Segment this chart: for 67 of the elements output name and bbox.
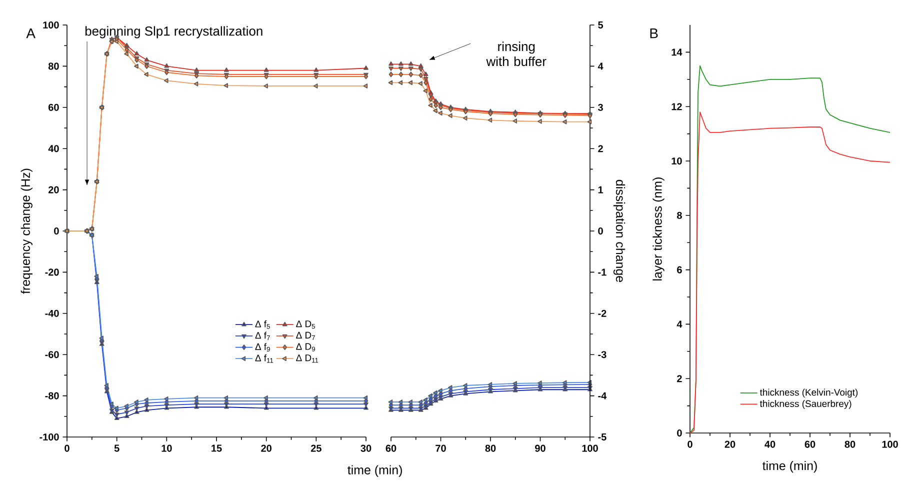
annotation: beginning Slp1 recrystallization <box>85 26 262 38</box>
y2-tick-label: 0 <box>598 227 603 235</box>
y2-tick-label: 1 <box>598 186 604 194</box>
x-tick-label: 100 <box>582 444 598 452</box>
y-tick-label: 6 <box>677 266 682 274</box>
y2-tick-label: 5 <box>598 22 604 28</box>
x-tick-label: 40 <box>764 440 776 448</box>
x-tick-label: 80 <box>485 444 496 452</box>
x-tick-label: 15 <box>212 444 222 452</box>
x-tick-label: 100 <box>882 440 898 448</box>
legend-label: Δ D$_{7}$ <box>296 332 315 340</box>
x-tick-label: 70 <box>436 444 446 452</box>
x-tick-label: 80 <box>844 440 856 448</box>
x-axis-title: time (min) <box>348 465 402 477</box>
y-tick-label: -20 <box>45 268 59 276</box>
y2-tick-label: 2 <box>598 145 603 152</box>
y2-tick-label: 3 <box>598 104 603 111</box>
x-tick-label: 90 <box>535 444 546 452</box>
x-tick-label: 5 <box>114 444 120 452</box>
y-tick-label: 12 <box>672 103 682 110</box>
x-tick-label: 0 <box>64 444 70 452</box>
legend-label: Δ f$_{7}$ <box>255 332 270 340</box>
x-tick-label: 0 <box>688 440 692 448</box>
x-tick-label: 60 <box>386 444 396 452</box>
y-tick-label: 60 <box>48 104 59 111</box>
y-tick-label: 20 <box>48 186 59 194</box>
legend-label: Δ f$_{11}$ <box>255 354 274 363</box>
x-tick-label: 25 <box>310 444 322 452</box>
x-tick-label: 10 <box>162 444 172 452</box>
y-tick-label: -60 <box>45 351 59 358</box>
y-axis-title: frequency change (Hz) <box>20 168 32 294</box>
legend-label: Δ D$_{5}$ <box>296 320 315 329</box>
chart-title: A <box>26 28 36 38</box>
y-tick-label: 100 <box>43 21 59 29</box>
y-tick-label: 0 <box>677 429 682 437</box>
chart-title: B <box>650 28 658 38</box>
x-tick-label: 20 <box>261 444 272 452</box>
y2-axis-title: dissipation change <box>613 180 626 282</box>
y-tick-label: -40 <box>45 310 59 317</box>
y-tick-label: 2 <box>677 375 682 382</box>
legend-label: Δ f$_{9}$ <box>255 343 270 352</box>
y2-tick-label: -1 <box>598 268 606 276</box>
legend-label: Δ D$_{9}$ <box>296 343 315 352</box>
legend-label: Δ D$_{11}$ <box>296 354 318 363</box>
annotation: rinsing with buffer <box>486 42 546 66</box>
y-tick-label: -80 <box>45 392 59 400</box>
y2-tick-label: 4 <box>598 62 604 70</box>
y-tick-label: 4 <box>676 320 682 328</box>
y-tick-label: -100 <box>40 433 59 441</box>
legend-label: thickness (Sauerbrey) <box>760 400 852 409</box>
x-tick-label: 30 <box>360 444 372 452</box>
y-axis-title: layer tickness (nm) <box>652 178 664 280</box>
y-tick-label: 14 <box>672 48 682 56</box>
y-tick-label: 10 <box>672 157 682 165</box>
y2-tick-label: -4 <box>598 392 607 400</box>
x-tick-label: 60 <box>804 440 816 448</box>
legend-label: Δ f$_{5}$ <box>255 320 270 329</box>
y-tick-label: 40 <box>48 145 59 152</box>
y2-tick-label: -5 <box>598 434 606 440</box>
y2-tick-label: -2 <box>598 310 606 317</box>
y-tick-label: 0 <box>54 227 59 235</box>
legend-label: thickness (Kelvin-Voigt) <box>760 388 858 398</box>
y2-tick-label: -3 <box>598 351 606 358</box>
y-tick-label: 8 <box>677 212 682 219</box>
y-tick-label: 80 <box>48 62 59 70</box>
x-axis-title: time (min) <box>762 460 817 473</box>
x-tick-label: 20 <box>724 440 736 448</box>
